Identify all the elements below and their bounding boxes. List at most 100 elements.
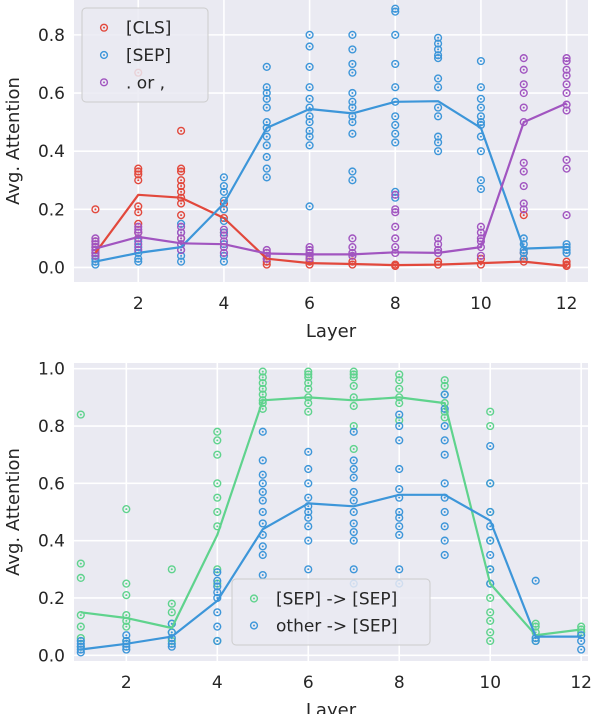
legend-label: [SEP]	[126, 46, 171, 66]
data-point-center	[216, 611, 219, 614]
data-point-center	[180, 237, 183, 240]
data-point-center	[308, 135, 311, 138]
data-point	[395, 464, 404, 474]
data-point-center	[489, 619, 492, 622]
series-mean-line-0	[80, 396, 582, 637]
data-point-center	[79, 651, 82, 654]
data-point	[305, 126, 314, 135]
data-point-center	[137, 205, 140, 208]
data-point-center	[522, 237, 525, 240]
data-point	[304, 479, 313, 488]
data-point	[176, 251, 186, 260]
data-point	[348, 118, 357, 127]
data-point-center	[261, 490, 264, 493]
data-point-center	[352, 376, 355, 379]
data-point	[476, 176, 486, 185]
data-point	[348, 88, 357, 98]
data-point-center	[479, 231, 482, 234]
series-mean-line-1	[95, 100, 567, 263]
data-point-center	[79, 562, 82, 565]
data-point-center	[352, 396, 355, 399]
data-point	[486, 616, 495, 625]
data-point-center	[308, 129, 311, 132]
data-point-center	[125, 614, 128, 617]
data-point	[213, 582, 222, 591]
y-tick-label: 0.8	[38, 417, 65, 437]
data-point-center	[522, 214, 525, 217]
legend-marker	[249, 594, 259, 603]
data-point-center	[79, 625, 82, 628]
data-point	[486, 628, 495, 637]
y-tick-label: 0.0	[38, 646, 65, 666]
data-point	[219, 181, 229, 191]
x-tick-label: 4	[219, 294, 230, 314]
data-point-center	[352, 476, 355, 479]
data-point-center	[261, 382, 264, 385]
data-point-center	[222, 260, 225, 263]
data-point	[167, 642, 176, 651]
data-point	[262, 62, 271, 71]
y-tick-label: 0.0	[38, 258, 65, 278]
data-point-center	[222, 240, 225, 243]
data-point-center	[394, 237, 397, 240]
data-point-center	[222, 208, 225, 211]
data-point	[433, 138, 443, 147]
data-point	[440, 550, 449, 560]
data-point	[391, 243, 400, 252]
x-tick-label: 6	[304, 294, 315, 314]
data-point-center	[216, 579, 219, 582]
y-tick-label: 0.2	[38, 200, 65, 220]
data-point-center	[437, 243, 440, 246]
data-point	[440, 436, 449, 445]
data-point	[304, 565, 313, 574]
data-point-center	[261, 522, 264, 525]
data-point	[76, 410, 85, 419]
legend-label: other -> [SEP]	[276, 617, 398, 637]
x-axis-label: Layer	[306, 321, 357, 342]
data-point-center	[180, 170, 183, 173]
data-point	[304, 493, 313, 502]
data-point-center	[398, 439, 401, 442]
data-point-center	[308, 45, 311, 48]
data-point-center	[79, 614, 82, 617]
data-point-center	[479, 106, 482, 109]
legend-marker	[99, 23, 109, 32]
data-point	[349, 473, 358, 482]
data-point-center	[222, 234, 225, 237]
data-point-center	[261, 387, 264, 390]
data-point-center	[216, 453, 219, 456]
data-point-center	[479, 60, 482, 63]
data-point-center	[398, 533, 401, 536]
data-point-center	[534, 639, 537, 642]
data-point-center	[565, 251, 568, 254]
data-point-center	[307, 496, 310, 499]
data-point	[519, 103, 528, 112]
plot-marks	[76, 367, 586, 657]
data-point	[349, 536, 358, 545]
data-point-center	[398, 425, 401, 428]
data-point	[519, 65, 528, 74]
data-point-center	[265, 106, 268, 109]
y-tick-label: 0.4	[38, 532, 65, 552]
data-point-center	[261, 533, 264, 536]
data-point-center	[394, 132, 397, 135]
data-point-center	[443, 511, 446, 513]
data-point	[395, 436, 404, 445]
data-point-center	[443, 393, 446, 396]
data-point-center	[398, 379, 401, 382]
legend-marker-center	[253, 624, 255, 627]
data-point	[176, 167, 186, 176]
data-point	[348, 59, 357, 69]
data-point	[134, 170, 143, 179]
data-point-center	[479, 115, 482, 118]
data-point	[348, 129, 357, 138]
x-tick-label: 10	[479, 673, 501, 693]
data-point	[304, 464, 313, 474]
y-tick-label: 1.0	[38, 360, 65, 380]
data-point-center	[180, 260, 183, 263]
data-point-center	[307, 382, 310, 385]
data-point-center	[180, 129, 183, 132]
data-point-center	[308, 115, 311, 118]
data-point	[262, 83, 271, 92]
legend-marker	[99, 78, 109, 87]
